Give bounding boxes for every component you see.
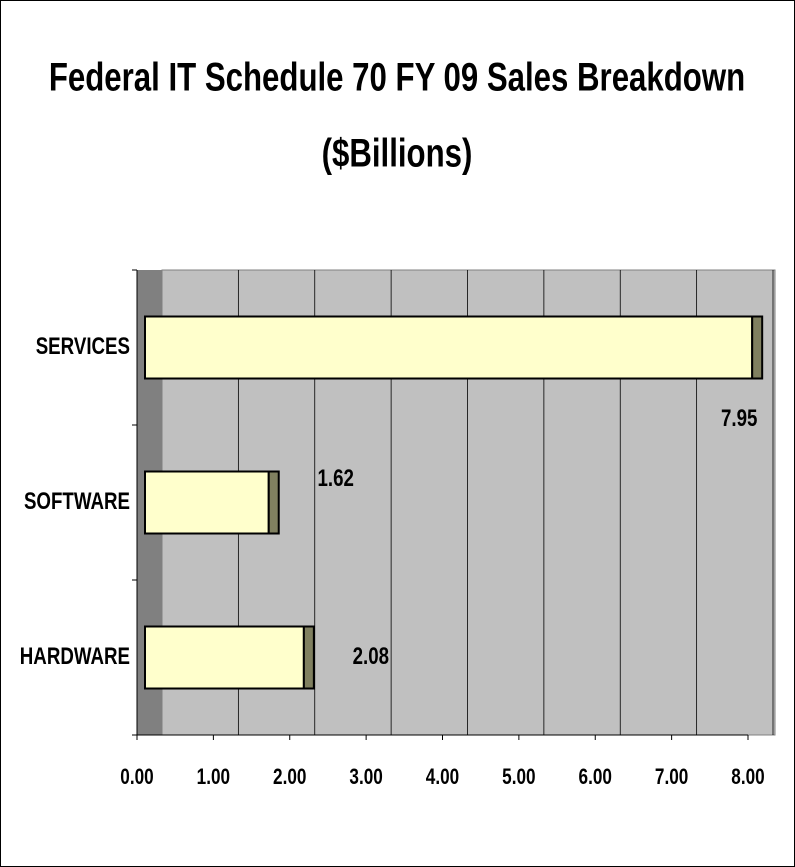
y-tick-label: SOFTWARE [24,488,130,515]
data-label: 2.08 [353,643,389,670]
data-label: 7.95 [721,405,757,432]
x-tick-label: 8.00 [731,765,764,790]
bar [144,470,270,535]
bar [144,315,754,380]
x-tick-label: 4.00 [426,765,459,790]
chart-title: Federal IT Schedule 70 FY 09 Sales Break… [49,55,745,100]
x-tick-label: 5.00 [502,765,535,790]
x-tick-label: 7.00 [655,765,688,790]
bar-side [267,470,280,535]
bar-side [302,625,315,690]
y-tick-label: SERVICES [36,333,130,360]
x-tick-label: 1.00 [197,765,230,790]
data-label: 1.62 [318,465,354,492]
y-tick-label: HARDWARE [20,643,130,670]
x-tick-label: 6.00 [579,765,612,790]
x-tick-label: 3.00 [349,765,382,790]
bar [144,625,305,690]
chart-subtitle: ($Billions) [322,131,473,176]
x-tick-label: 0.00 [120,765,153,790]
x-tick-label: 2.00 [273,765,306,790]
bar-side [751,315,764,380]
